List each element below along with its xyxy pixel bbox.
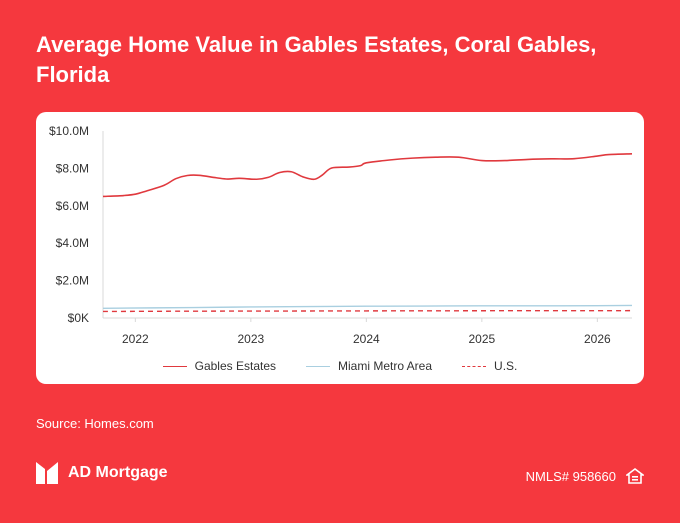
- legend-label-gables-estates: Gables Estates: [194, 359, 276, 373]
- nmls-number: NMLS# 958660: [525, 468, 616, 484]
- y-tick-label: $2.0M: [56, 274, 89, 288]
- y-tick-label: $0K: [68, 311, 89, 325]
- x-tick-label: 2022: [122, 332, 149, 346]
- y-tick-label: $4.0M: [56, 236, 89, 250]
- series-line-us: [102, 309, 633, 313]
- y-tick-label: $10.0M: [49, 124, 89, 138]
- legend-swatch-us: [462, 365, 487, 367]
- chart-card: $0K $2.0M $4.0M $6.0M $8.0M $10.0M 2022 2023 202…: [36, 112, 644, 384]
- legend-swatch-gables-estates: [162, 365, 187, 367]
- equal-housing-icon: [626, 468, 644, 484]
- chart-title: Average Home Value in Gables Estates, Co…: [36, 32, 597, 87]
- legend-swatch-miami-metro: [306, 365, 330, 367]
- legend-item-us: U.S.: [462, 359, 517, 373]
- series-line-gables-estates: [102, 153, 633, 198]
- chart-legend: Gables Estates Miami Metro Area U.S.: [36, 356, 644, 376]
- y-tick-label: $8.0M: [56, 161, 89, 175]
- source-note: Source: Homes.com: [36, 416, 154, 431]
- x-tick-label: 2024: [353, 332, 380, 346]
- x-tick-label: 2023: [237, 332, 264, 346]
- brand-name: AD Mortgage: [68, 464, 168, 481]
- x-tick-label: 2026: [584, 332, 611, 346]
- ad-mortgage-logo-icon: [36, 462, 58, 484]
- legend-item-gables-estates: Gables Estates: [162, 359, 276, 373]
- legend-label-us: U.S.: [494, 359, 518, 373]
- x-tick-label: 2025: [468, 332, 495, 346]
- y-tick-label: $6.0M: [56, 199, 89, 213]
- nmls-block: NMLS# 958660: [526, 468, 644, 484]
- legend-item-miami-metro: Miami Metro Area: [306, 359, 432, 373]
- line-chart: $0K $2.0M $4.0M $6.0M $8.0M $10.0M 2022 2023 202…: [49, 124, 633, 346]
- legend-label-miami-metro: Miami Metro Area: [338, 359, 433, 373]
- series-line-miami-metro: [102, 304, 633, 309]
- brand: AD Mortgage: [36, 462, 168, 484]
